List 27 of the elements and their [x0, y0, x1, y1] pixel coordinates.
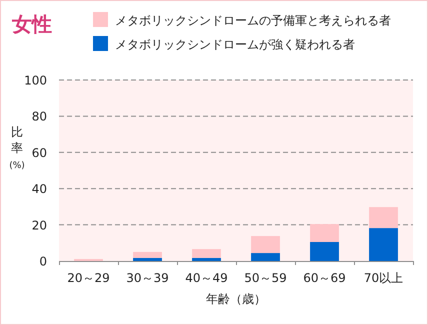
chart-title: 女性 — [11, 12, 52, 36]
bar — [251, 253, 280, 261]
x-tick-label: 60～69 — [303, 271, 346, 285]
y-tick-label: 100 — [24, 74, 47, 88]
y-tick-label: 0 — [39, 254, 47, 268]
x-tick-label: 70以上 — [364, 271, 404, 285]
legend-label: メタボリックシンドロームの予備軍と考えられる者 — [115, 14, 391, 28]
bar — [310, 242, 339, 261]
bar — [133, 258, 162, 261]
bar — [251, 236, 280, 254]
y-tick-label: 20 — [32, 218, 47, 232]
bar — [192, 258, 221, 261]
x-tick-label: 30～39 — [126, 271, 169, 285]
bar — [369, 228, 398, 261]
x-tick-label: 50～59 — [244, 271, 287, 285]
y-tick-label: 80 — [32, 110, 47, 124]
bar — [310, 224, 339, 242]
y-tick-label: 60 — [32, 146, 47, 160]
bar — [192, 249, 221, 258]
y-tick-label: 40 — [32, 182, 47, 196]
legend-label: メタボリックシンドロームが強く疑われる者 — [115, 38, 355, 52]
x-tick-label: 20～29 — [67, 271, 110, 285]
y-axis-title: 比率(%) — [9, 125, 25, 171]
x-tick-label: 40～49 — [185, 271, 228, 285]
bar — [133, 252, 162, 258]
x-axis-title: 年齢（歳） — [206, 292, 266, 306]
bar — [369, 207, 398, 228]
